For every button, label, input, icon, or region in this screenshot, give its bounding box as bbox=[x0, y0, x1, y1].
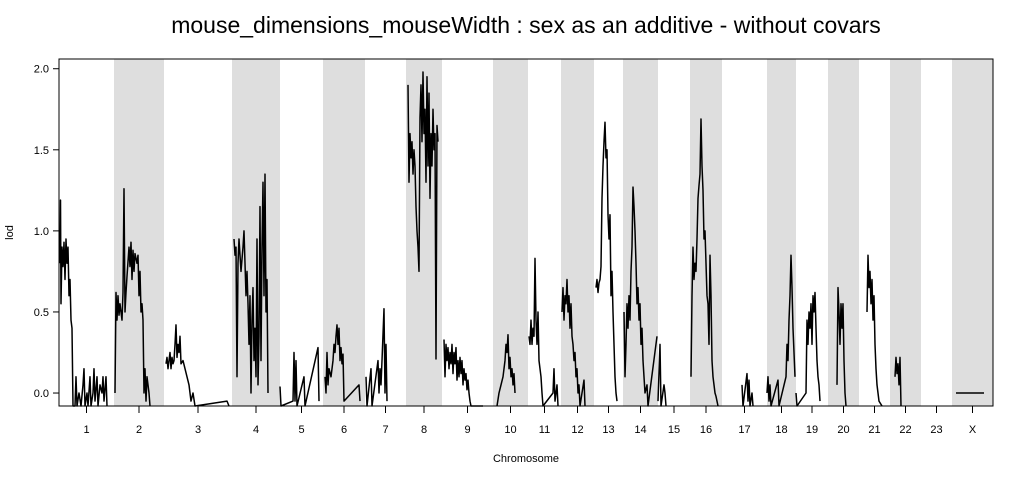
lod-line-chr-13 bbox=[595, 121, 618, 402]
x-tick-label-chr-X: X bbox=[969, 424, 977, 436]
lod-line-chr-5 bbox=[279, 346, 320, 407]
x-tick-label-chr-13: 13 bbox=[602, 424, 614, 436]
chromosome-band-18 bbox=[767, 59, 796, 406]
lod-line-chr-19 bbox=[795, 291, 821, 407]
lod-line-chr-14 bbox=[623, 186, 658, 407]
x-tick-label-chr-18: 18 bbox=[775, 424, 787, 436]
x-tick-label-chr-23: 23 bbox=[930, 424, 942, 436]
y-tick-label: 0.5 bbox=[34, 307, 49, 319]
lod-line-chr-3 bbox=[165, 324, 230, 407]
lod-line-chr-16 bbox=[690, 118, 719, 407]
chromosome-band-14 bbox=[623, 59, 658, 406]
lod-line-chr-18 bbox=[766, 254, 796, 407]
chromosome-bands bbox=[114, 59, 993, 406]
x-tick-label-chr-20: 20 bbox=[837, 424, 849, 436]
lod-line-chr-15 bbox=[657, 343, 667, 407]
x-tick-label-chr-21: 21 bbox=[868, 424, 880, 436]
chromosome-band-12 bbox=[561, 59, 594, 406]
x-tick-label-chr-10: 10 bbox=[504, 424, 516, 436]
x-tick-label-chr-19: 19 bbox=[806, 424, 818, 436]
lod-line-chr-21 bbox=[866, 254, 883, 407]
x-tick-label-chr-2: 2 bbox=[136, 424, 142, 436]
x-tick-label-chr-16: 16 bbox=[700, 424, 712, 436]
x-axis-title: Chromosome bbox=[493, 453, 559, 465]
x-tick-label-chr-22: 22 bbox=[899, 424, 911, 436]
chromosome-band-10 bbox=[493, 59, 528, 406]
lod-line-chr-1 bbox=[59, 199, 108, 407]
lod-line-chr-22 bbox=[894, 356, 902, 407]
x-tick-label-chr-3: 3 bbox=[195, 424, 201, 436]
lod-line-chr-7 bbox=[365, 307, 388, 407]
x-tick-label-chr-9: 9 bbox=[464, 424, 470, 436]
lod-line-chr-17 bbox=[741, 372, 754, 407]
x-tick-label-chr-12: 12 bbox=[571, 424, 583, 436]
x-tick-label-chr-1: 1 bbox=[83, 424, 89, 436]
chromosome-band-16 bbox=[690, 59, 722, 406]
x-tick-label-chr-4: 4 bbox=[253, 424, 259, 436]
chromosome-band-2 bbox=[114, 59, 164, 406]
x-tick-label-chr-8: 8 bbox=[421, 424, 427, 436]
lod-line-chr-4 bbox=[233, 173, 269, 394]
lod-line-chr-9 bbox=[443, 339, 483, 407]
plot-frame bbox=[58, 58, 994, 407]
y-tick-label: 1.0 bbox=[34, 226, 49, 238]
x-tick-label-chr-5: 5 bbox=[298, 424, 304, 436]
y-tick-label: 2.0 bbox=[34, 64, 49, 76]
chart-title: mouse_dimensions_mouseWidth : sex as an … bbox=[171, 12, 881, 38]
x-axis: 1 2 3 4 5 6 7 8 9 10 11 12 13 14 15 16 17 18 19 20 21 22 23 X bbox=[83, 406, 977, 436]
chromosome-band-X bbox=[952, 59, 993, 406]
x-tick-label-chr-17: 17 bbox=[738, 424, 750, 436]
x-tick-label-chr-14: 14 bbox=[634, 424, 646, 436]
lod-line-chr-20 bbox=[836, 286, 847, 407]
y-tick-label: 1.5 bbox=[34, 145, 49, 157]
y-axis: 0.0 0.5 1.0 1.5 2.0 bbox=[34, 64, 59, 400]
x-tick-label-chr-6: 6 bbox=[341, 424, 347, 436]
x-tick-label-chr-7: 7 bbox=[382, 424, 388, 436]
chromosome-band-6 bbox=[323, 59, 365, 406]
lod-line-chr-12 bbox=[561, 278, 586, 407]
lod-line-chr-11 bbox=[528, 257, 559, 407]
lod-line-chr-8 bbox=[407, 71, 439, 360]
x-tick-label-chr-11: 11 bbox=[539, 424, 550, 436]
lod-trace bbox=[59, 71, 984, 407]
y-tick-label: 0.0 bbox=[34, 388, 49, 400]
chromosome-band-22 bbox=[890, 59, 921, 406]
x-tick-label-chr-15: 15 bbox=[668, 424, 680, 436]
y-axis-title: lod bbox=[4, 225, 16, 240]
lod-line-chr-6 bbox=[324, 324, 361, 402]
lod-line-chr-2 bbox=[114, 187, 151, 407]
lod-line-chr-10 bbox=[496, 333, 516, 407]
